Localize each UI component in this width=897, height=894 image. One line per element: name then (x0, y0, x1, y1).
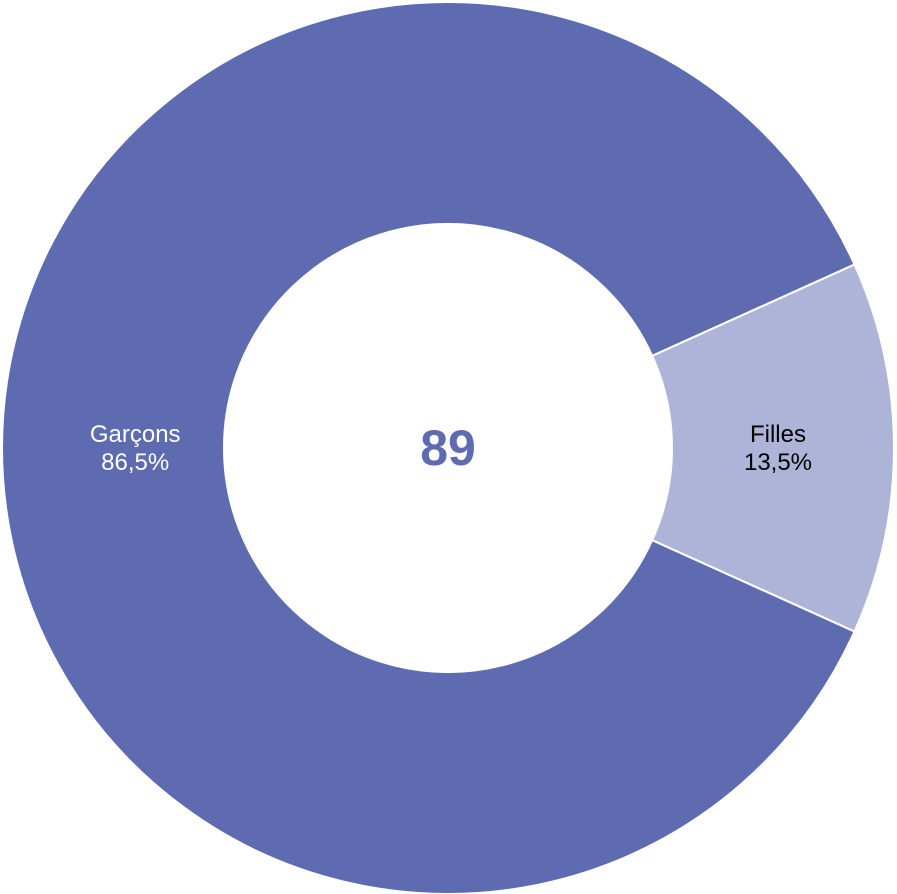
slice-garcons (1, 1, 856, 894)
slice-label-filles: Filles 13,5% (744, 421, 812, 476)
slice-labels: Filles 13,5% Garçons 86,5% (90, 421, 812, 476)
slice-filles (650, 263, 895, 633)
center-total-label: 89 (420, 420, 476, 476)
slice-percent: 86,5% (101, 449, 169, 476)
slice-percent: 13,5% (744, 449, 812, 476)
slice-name: Filles (750, 421, 806, 448)
slice-name: Garçons (90, 421, 181, 448)
slice-label-garcons: Garçons 86,5% (90, 421, 181, 476)
